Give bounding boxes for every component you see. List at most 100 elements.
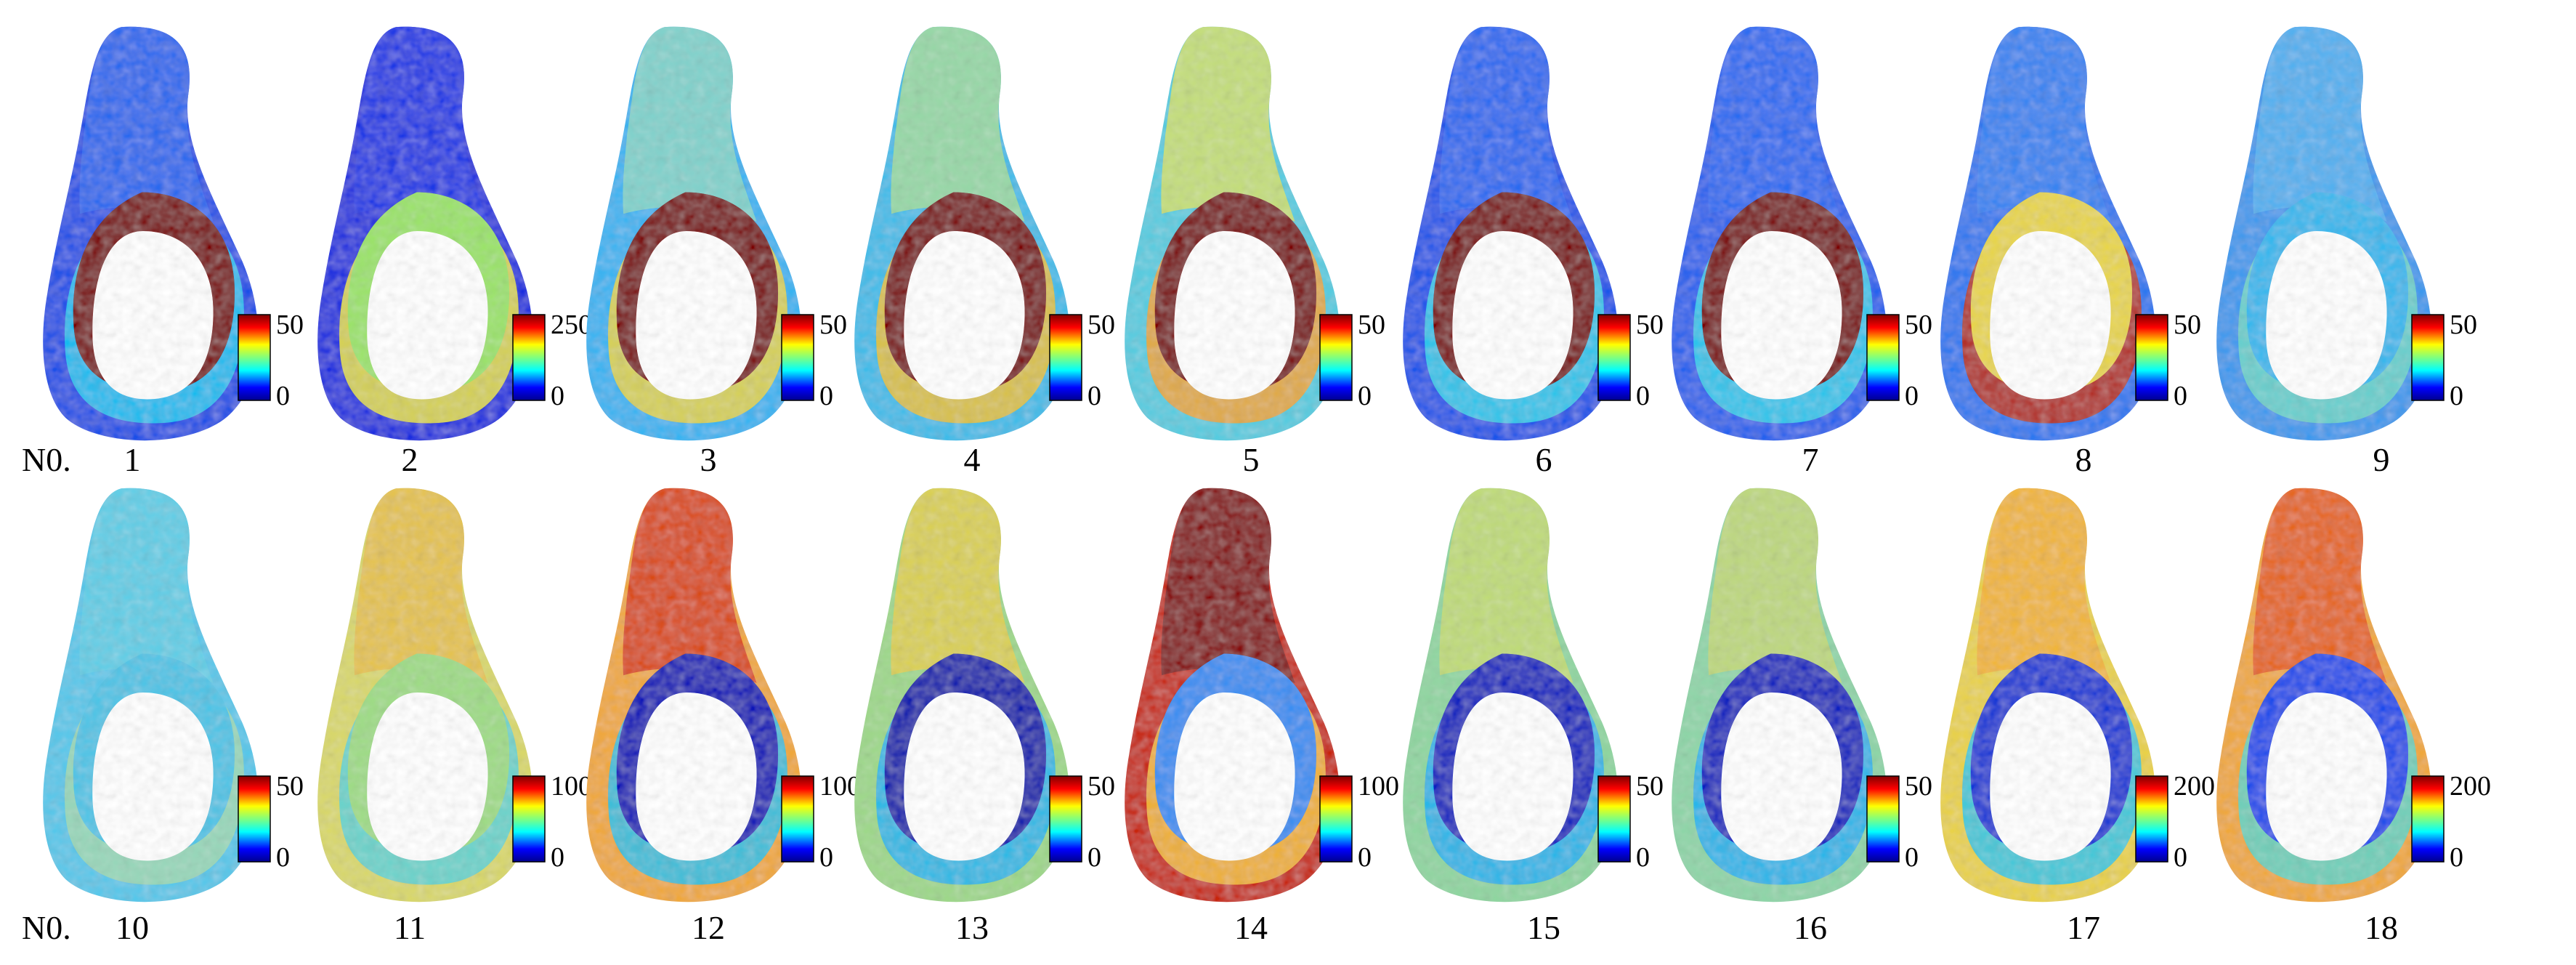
section-hole [904, 692, 1025, 861]
colorbar-gradient [2135, 775, 2168, 863]
section-tip [1977, 488, 2111, 683]
bone-section-map [43, 488, 259, 903]
panel-number-label: 5 [1243, 441, 1260, 478]
section-hole [367, 692, 488, 861]
section-tip [1708, 488, 1842, 683]
panel-number-label: 15 [1527, 909, 1560, 946]
bone-section-map [586, 488, 802, 903]
panel-number-label: 12 [692, 909, 725, 946]
bone-section-map [1940, 488, 2156, 903]
panel-number-label: 7 [1802, 441, 1819, 478]
heatmap-panel-8: 50 0 [1940, 26, 2201, 441]
colorbar: 50 0 [238, 310, 304, 411]
bone-section-map [854, 488, 1070, 903]
colorbar-gradient [238, 775, 271, 863]
bone-section-map [2216, 488, 2432, 903]
heatmap-panel-3: 50 0 [586, 26, 847, 441]
heatmap-panel-10: 50 0 [43, 488, 304, 903]
heatmap-panel-4: 50 0 [854, 26, 1115, 441]
colorbar-min-label: 0 [2450, 381, 2463, 411]
colorbar-min-label: 0 [2174, 842, 2187, 873]
section-hole [92, 230, 214, 400]
section-hole [1452, 692, 1573, 861]
panel-number-label: 6 [1536, 441, 1552, 478]
bone-section-map [1672, 26, 1887, 441]
colorbar-min-label: 0 [1087, 381, 1101, 411]
panel-number-label: 18 [2365, 909, 2398, 946]
heatmap-panel-12: 100 0 [586, 488, 861, 903]
colorbar-max-label: 50 [1636, 310, 1664, 340]
section-tip [354, 488, 488, 683]
colorbar: 50 0 [1049, 771, 1115, 873]
colorbar: 100 0 [781, 771, 861, 873]
colorbar-gradient [1866, 314, 1900, 401]
colorbar-max-label: 50 [1905, 310, 1932, 340]
section-hole [1174, 230, 1295, 400]
bone-section-map [1940, 26, 2156, 441]
bone-section-map [1125, 488, 1340, 903]
section-hole [636, 230, 757, 400]
heatmap-panel-16: 50 0 [1672, 488, 1932, 903]
bone-section-map [1403, 26, 1619, 441]
colorbar-gradient [2135, 314, 2168, 401]
colorbar: 50 0 [1319, 310, 1385, 411]
colorbar: 100 0 [1319, 771, 1399, 873]
colorbar-min-label: 0 [1358, 842, 1372, 873]
section-tip [623, 488, 757, 683]
heatmap-panel-11: 100 0 [317, 488, 592, 903]
row-2: N0.5001010001110001250013100014500155001… [22, 488, 2491, 946]
section-hole [367, 230, 488, 400]
row-prefix-label: N0. [22, 909, 71, 946]
section-tip [1161, 26, 1295, 222]
section-hole [1721, 230, 1842, 400]
row-prefix-label: N0. [22, 441, 71, 478]
colorbar-min-label: 0 [1905, 381, 1919, 411]
colorbar-min-label: 0 [2174, 381, 2187, 411]
colorbar: 250 0 [512, 310, 592, 411]
colorbar-max-label: 200 [2174, 771, 2215, 802]
section-hole [904, 230, 1025, 400]
colorbar-min-label: 0 [819, 381, 833, 411]
heatmap-panel-5: 50 0 [1125, 26, 1385, 441]
section-tip [891, 26, 1025, 222]
colorbar: 50 0 [2135, 310, 2201, 411]
section-tip [79, 26, 214, 222]
section-hole [1990, 230, 2111, 400]
colorbar: 50 0 [781, 310, 847, 411]
colorbar-min-label: 0 [1358, 381, 1372, 411]
colorbar-max-label: 50 [1087, 310, 1115, 340]
colorbar-min-label: 0 [551, 381, 564, 411]
colorbar-gradient [512, 775, 546, 863]
bone-section-map [854, 26, 1070, 441]
colorbar: 50 0 [1866, 771, 1932, 873]
colorbar-gradient [512, 314, 546, 401]
colorbar: 50 0 [2411, 310, 2477, 411]
panel-number-label: 8 [2075, 441, 2092, 478]
colorbar-min-label: 0 [551, 842, 564, 873]
panel-number-label: 14 [1234, 909, 1268, 946]
heatmap-panel-6: 50 0 [1403, 26, 1664, 441]
section-hole [1174, 692, 1295, 861]
colorbar-max-label: 50 [2174, 310, 2201, 340]
colorbar-gradient [1319, 314, 1353, 401]
heatmap-panel-9: 50 0 [2216, 26, 2477, 441]
heatmap-panel-15: 50 0 [1403, 488, 1664, 903]
section-tip [79, 488, 214, 683]
colorbar-max-label: 50 [1905, 771, 1932, 802]
colorbar-max-label: 50 [1636, 771, 1664, 802]
colorbar-max-label: 50 [1358, 310, 1385, 340]
colorbar: 50 0 [1049, 310, 1115, 411]
colorbar-min-label: 0 [1636, 381, 1650, 411]
colorbar: 50 0 [1597, 310, 1664, 411]
bone-section-map [1672, 488, 1887, 903]
panel-number-label: 3 [700, 441, 717, 478]
panel-number-label: 4 [964, 441, 981, 478]
bone-section-map [1403, 488, 1619, 903]
colorbar-gradient [1319, 775, 1353, 863]
colorbar-gradient [2411, 775, 2445, 863]
section-hole [1721, 692, 1842, 861]
colorbar-max-label: 50 [2450, 310, 2477, 340]
colorbar-min-label: 0 [1636, 842, 1650, 873]
